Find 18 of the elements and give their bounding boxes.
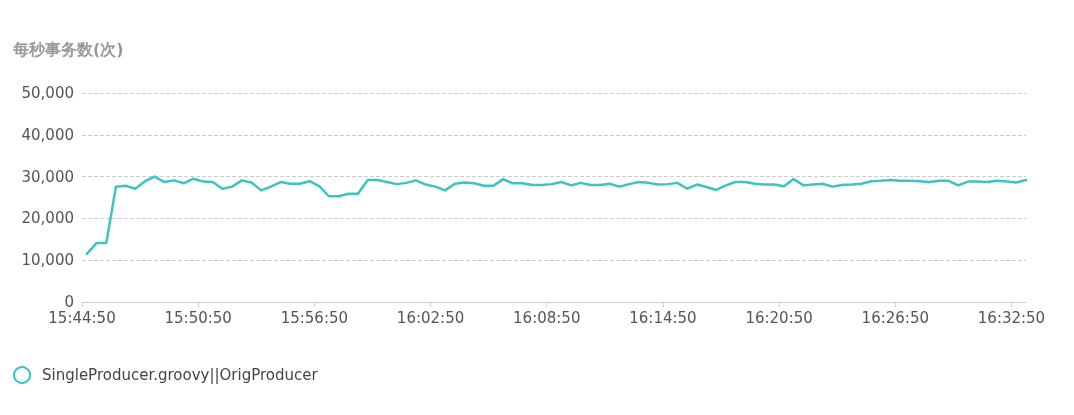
- y-tick-label: 30,000: [21, 167, 74, 186]
- x-tick-label: 16:08:50: [513, 308, 581, 327]
- x-tick-label: 16:02:50: [396, 308, 465, 327]
- x-tick-label: 15:50:50: [164, 308, 232, 327]
- x-tick-label: 16:14:50: [629, 308, 697, 327]
- y-axis-title: 每秒事务数(次): [12, 39, 124, 59]
- y-tick-label: 0: [64, 293, 74, 311]
- x-tick-label: 16:26:50: [861, 308, 929, 327]
- x-tick-label: 16:32:50: [977, 308, 1046, 327]
- x-tick-label: 15:56:50: [280, 308, 349, 327]
- legend-label: SingleProducer.groovy||OrigProducer: [42, 366, 319, 384]
- y-tick-label: 20,000: [21, 209, 74, 228]
- x-tick-label: 15:44:50: [48, 308, 116, 327]
- x-tick-label: 16:20:50: [745, 308, 813, 327]
- y-tick-label: 40,000: [21, 125, 74, 144]
- y-tick-label: 10,000: [21, 251, 74, 270]
- y-tick-label: 50,000: [21, 84, 74, 102]
- line-series: [85, 175, 1028, 256]
